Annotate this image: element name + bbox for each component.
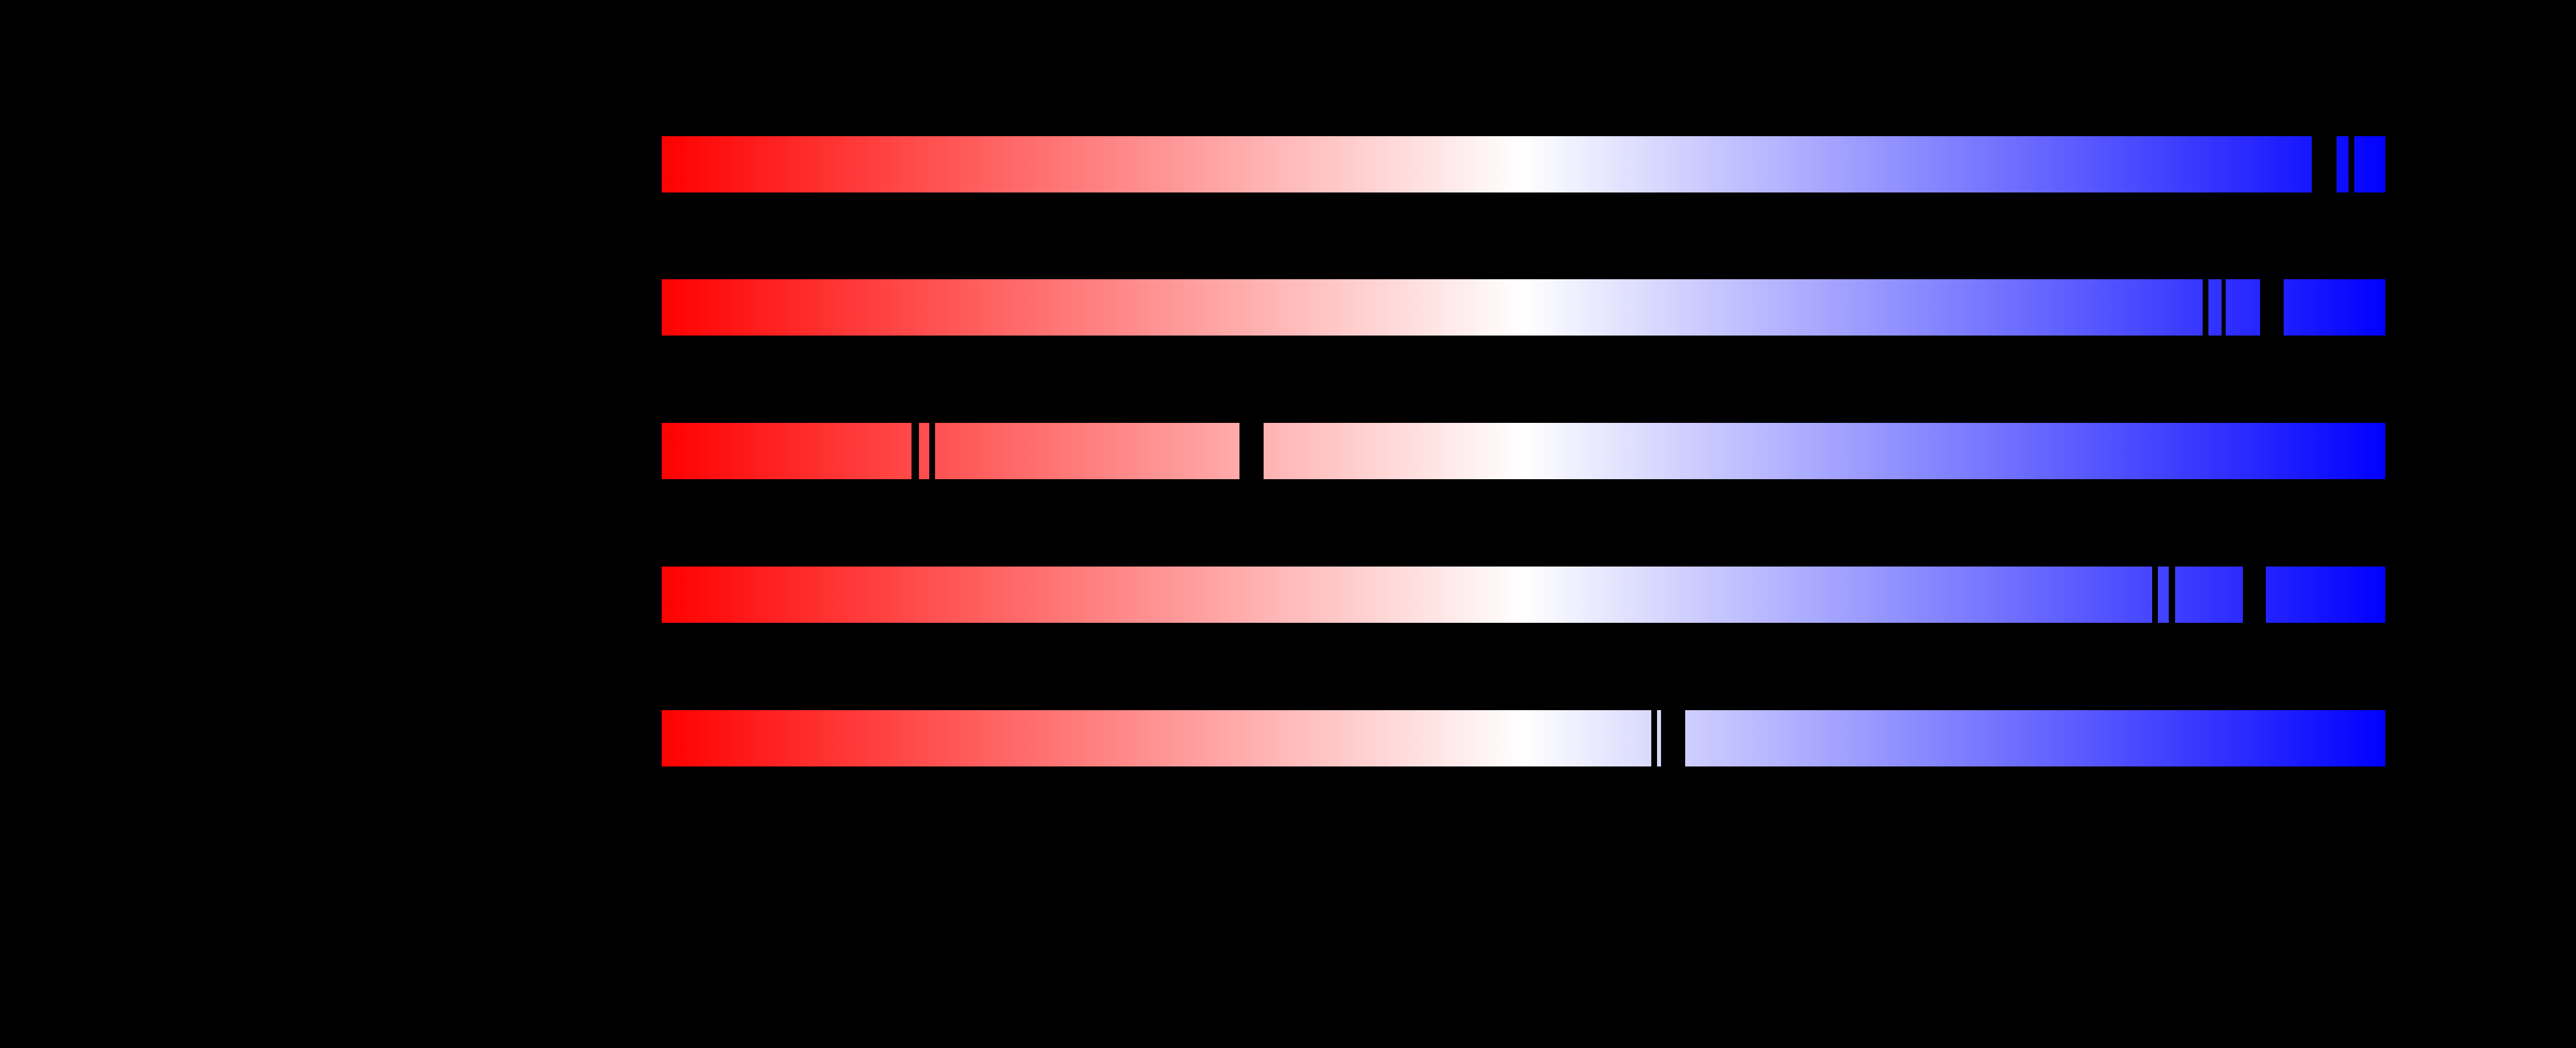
marker-segment [2152,567,2158,623]
marker-segment [2169,567,2175,623]
gradient-bar-5 [662,710,2385,766]
gradient-bar-3 [662,423,2385,479]
marker-segment [2312,136,2336,192]
marker-segment [1239,423,1264,479]
marker-segment [2243,567,2266,623]
marker-segment [929,423,935,479]
gradient-bar-2 [662,279,2385,336]
gradient-bar-4 [662,567,2385,623]
marker-segment [2349,136,2354,192]
marker-segment [2260,279,2284,336]
marker-segment [2203,279,2208,336]
gradient-bar-1 [662,136,2385,192]
marker-segment [912,423,919,479]
marker-segment [2222,279,2226,336]
marker-segment [1651,710,1657,766]
marker-segment [1661,710,1685,766]
